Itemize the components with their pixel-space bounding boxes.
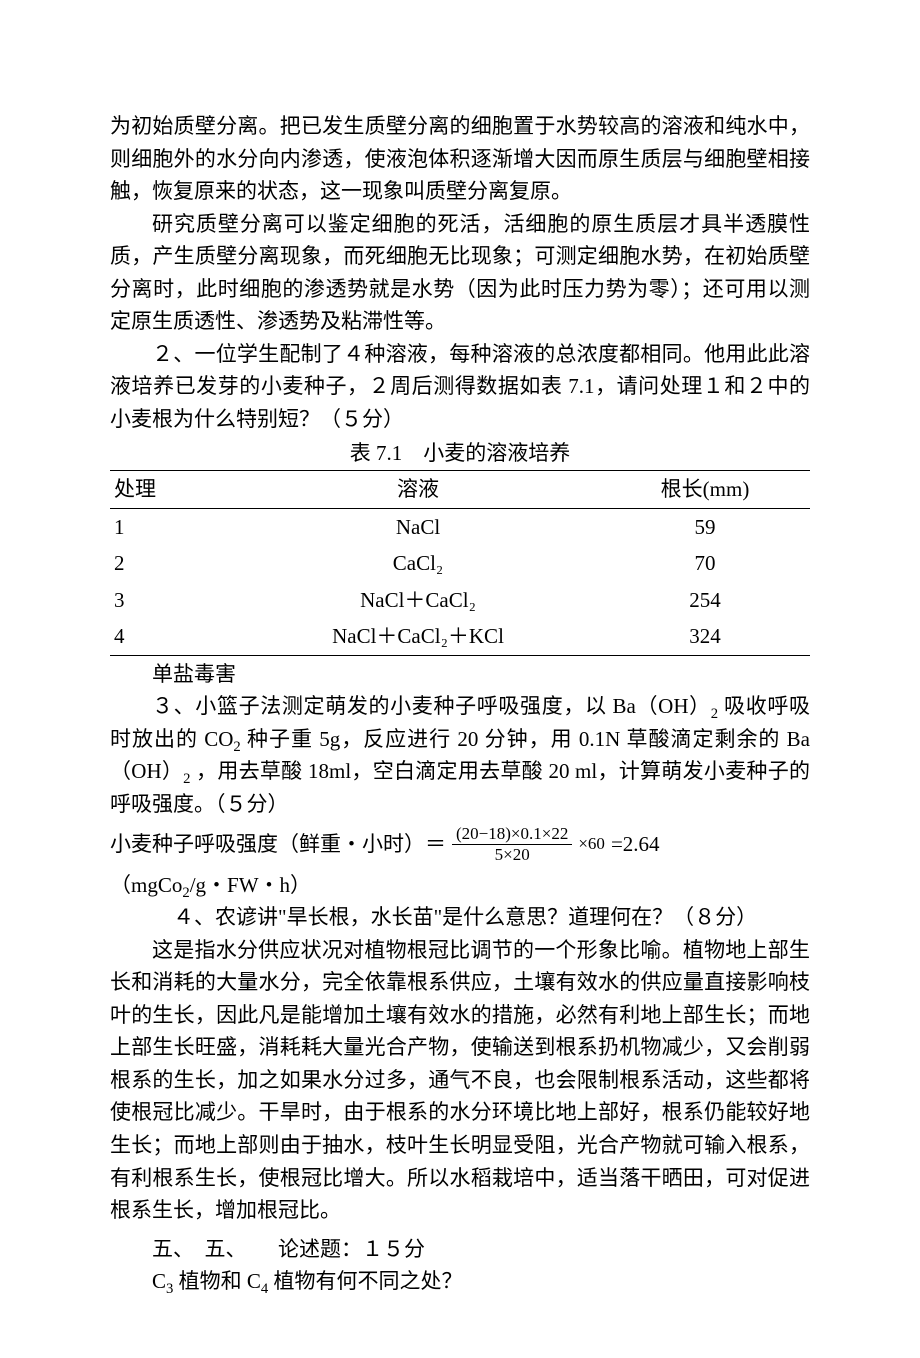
table-row: 2 CaCl₂ 70: [110, 545, 810, 582]
cell: 324: [600, 618, 810, 655]
paragraph-2: 研究质壁分离可以鉴定细胞的死活，活细胞的原生质层才具半透膜性质，产生质壁分离现象…: [110, 208, 810, 338]
cell: 4: [110, 618, 236, 655]
cell: 254: [600, 582, 810, 619]
question-4: ４、农谚讲"旱长根，水长苗"是什么意思？道理何在？（８分）: [110, 901, 810, 934]
table-row: 4 NaCl＋CaCl₂＋KCl 324: [110, 618, 810, 655]
fraction-numerator: (20−18)×0.1×22: [452, 824, 572, 845]
cell: 59: [600, 508, 810, 545]
answer-4: 这是指水分供应状况对植物根冠比调节的一个形象比喻。植物地上部生长和消耗的大量水分…: [110, 934, 810, 1227]
essay-text-c: 植物有何不同之处？: [273, 1269, 462, 1293]
unit-line: （mgCo2/g・FW・h）: [110, 869, 810, 902]
formula: 小麦种子呼吸强度（鲜重・小时）＝ (20−18)×0.1×22 5×20 ×60…: [110, 824, 810, 864]
table-row: 1 NaCl 59: [110, 508, 810, 545]
section-5-heading: 五、 五、 论述题：１５分: [110, 1233, 810, 1266]
fraction: (20−18)×0.1×22 5×20: [452, 824, 572, 864]
answer-2: 单盐毒害: [110, 658, 810, 691]
essay-text-a: C: [152, 1269, 166, 1293]
formula-label: 小麦种子呼吸强度（鲜重・小时）＝: [110, 828, 446, 861]
cell: NaCl＋CaCl₂: [236, 582, 600, 619]
solution-table: 处理 溶液 根长(mm) 1 NaCl 59 2 CaCl₂ 70 3 NaCl…: [110, 470, 810, 656]
unit-text-b: /g・FW・h）: [190, 873, 311, 897]
cell: 3: [110, 582, 236, 619]
formula-multiplier: ×60: [578, 831, 605, 857]
essay-text-b: 植物和 C: [179, 1269, 261, 1293]
paragraph-1: 为初始质壁分离。把已发生质壁分离的细胞置于水势较高的溶液和纯水中，则细胞外的水分…: [110, 110, 810, 208]
cell: NaCl＋CaCl₂＋KCl: [236, 618, 600, 655]
col-treatment: 处理: [110, 471, 236, 509]
cell: 70: [600, 545, 810, 582]
question-3: ３、小篮子法测定萌发的小麦种子呼吸强度，以 Ba（OH）2 吸收呼吸时放出的 C…: [110, 690, 810, 820]
essay-question: C3 植物和 C4 植物有何不同之处？: [110, 1265, 810, 1298]
document-page: 为初始质壁分离。把已发生质壁分离的细胞置于水势较高的溶液和纯水中，则细胞外的水分…: [0, 0, 920, 1358]
table-caption: 表 7.1 小麦的溶液培养: [110, 437, 810, 470]
q3-text-a: ３、小篮子法测定萌发的小麦种子呼吸强度，以 Ba（OH）: [152, 694, 711, 718]
formula-result: =2.64: [611, 828, 660, 861]
unit-text-a: （mgCo: [110, 873, 182, 897]
table-row: 3 NaCl＋CaCl₂ 254: [110, 582, 810, 619]
table-header-row: 处理 溶液 根长(mm): [110, 471, 810, 509]
cell: CaCl₂: [236, 545, 600, 582]
cell: NaCl: [236, 508, 600, 545]
cell: 1: [110, 508, 236, 545]
col-root-length: 根长(mm): [600, 471, 810, 509]
fraction-denominator: 5×20: [491, 845, 534, 865]
cell: 2: [110, 545, 236, 582]
col-solution: 溶液: [236, 471, 600, 509]
q3-text-d: ，用去草酸 18ml，空白滴定用去草酸 20 ml，计算萌发小麦种子的呼吸强度。…: [110, 759, 810, 816]
question-2: ２、一位学生配制了４种溶液，每种溶液的总浓度都相同。他用此此溶液培养已发芽的小麦…: [110, 338, 810, 436]
